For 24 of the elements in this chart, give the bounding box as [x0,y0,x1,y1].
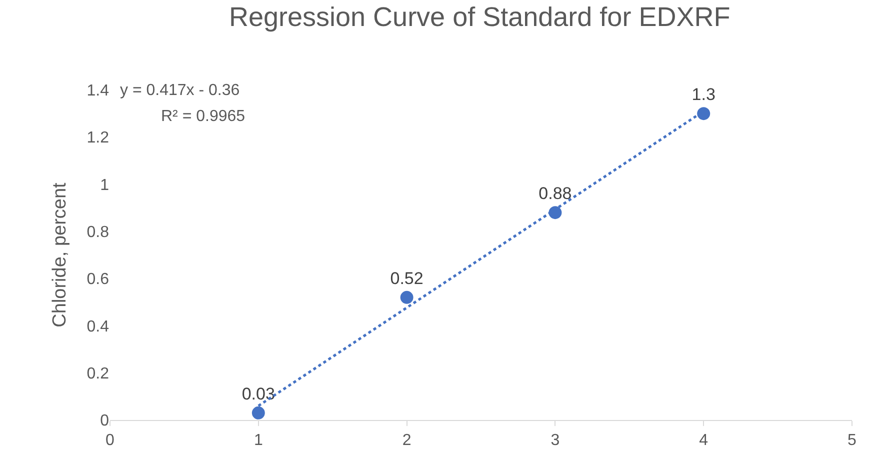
y-axis-title: Chloride, percent [50,182,71,328]
point [252,406,265,420]
y-tick-label: 0 [100,412,110,430]
x-tick-label: 3 [550,432,560,450]
data-label: 0.52 [390,269,424,288]
x-tick-label: 2 [402,432,412,450]
x-tick-label: 5 [848,432,857,450]
y-tick-label: 1 [100,176,110,194]
y-tick-label: 0.4 [86,318,110,336]
data-label: 0.88 [538,184,572,204]
y-tick-label: 0.6 [86,271,110,288]
point [697,107,710,120]
point [400,290,414,304]
y-tick-label: 0.2 [86,365,110,382]
data-label: 0.03 [242,384,275,404]
annotation: y = 0.417x - 0.36 [120,82,240,99]
y-tick-label: 0.8 [86,224,110,242]
chart-title: Regression Curve of Standard for EDXRF [228,2,730,32]
annotation: R² = 0.9965 [161,108,246,125]
x-tick-label: 4 [699,432,708,450]
y-tick-label: 1.4 [86,82,110,100]
y-tick-label: 1.2 [86,130,110,147]
x-tick-label: 1 [254,432,263,450]
data-label: 1.3 [692,85,716,104]
